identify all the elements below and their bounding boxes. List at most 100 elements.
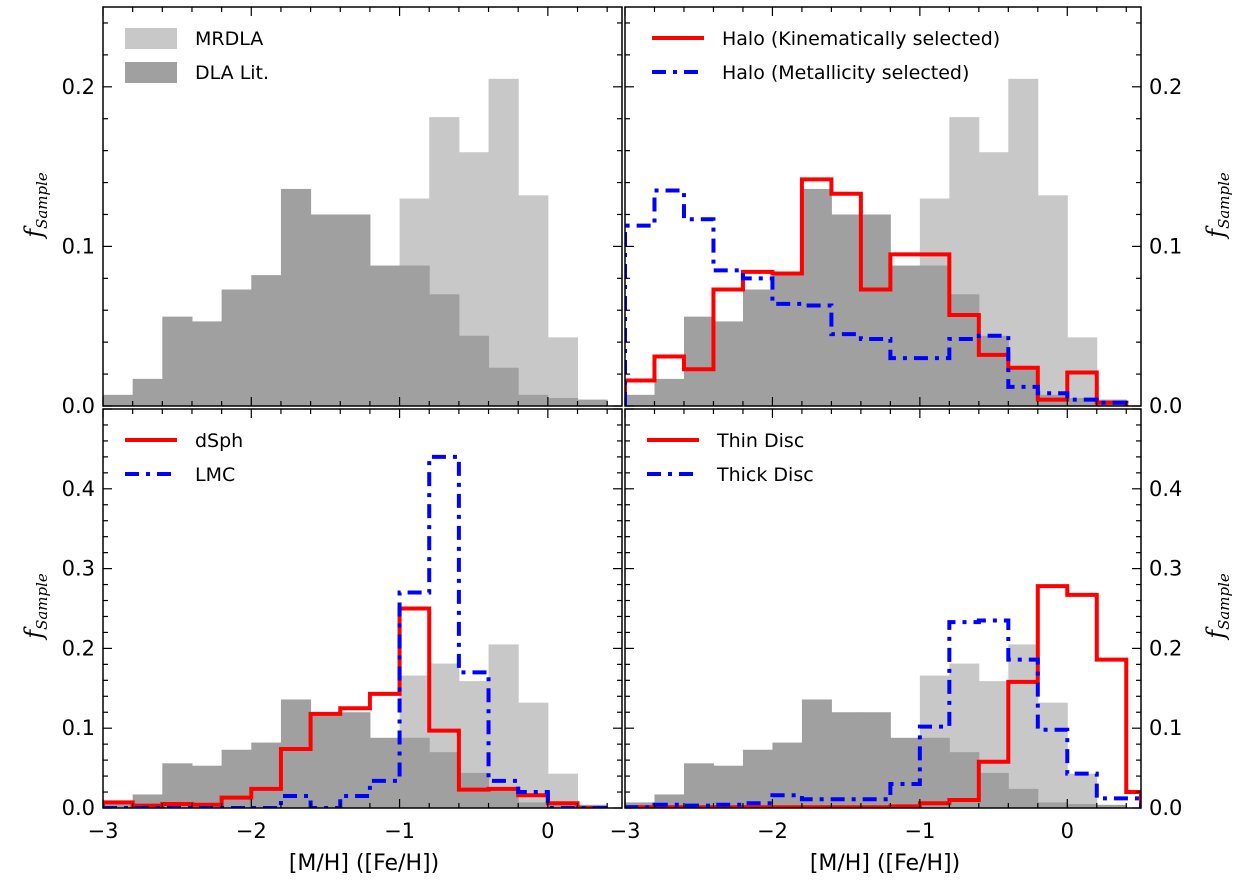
histogram-bar [399,737,430,808]
legend: dSph LMC [125,430,243,486]
histogram-bar [310,712,341,808]
series-line-thick-disc [625,618,1141,808]
legend-swatch [125,28,177,49]
y-axis-label-top-left: fSample [20,172,51,240]
series-dla-lit- [103,188,608,406]
panel-bottom-left: −3 −2 −1 0 0.0 0.1 0.2 0.3 0.4 dSph LMC [62,408,623,843]
histogram-bar [801,699,832,808]
series-dla-lit- [625,188,1127,406]
x-ticks [102,7,608,406]
histogram-bar [978,335,1009,406]
histogram-bar [654,378,685,406]
plot-frame [624,408,1142,809]
svg-text:fSample: fSample [1202,573,1233,641]
plot-frame [102,408,623,809]
x-axis-label-right: [M/H] ([Fe/H]) [810,851,960,876]
y-tick-label: 0.0 [62,796,95,820]
histogram-bar [683,763,714,808]
y-ticks [103,22,622,407]
histogram-bar [831,712,862,808]
legend-swatch [125,62,177,83]
histogram-bar [742,289,773,406]
panel-bottom-right: −3 −2 −1 0 0.0 0.1 0.2 0.3 0.4 Thin Disc Thick Dis… [610,408,1182,843]
y-tick-label: 0.3 [62,557,95,581]
legend-label: Halo (Metallicity selected) [722,62,969,84]
histogram-bar [518,195,549,406]
histogram-bar [1037,195,1068,406]
legend-label: Halo (Kinematically selected) [722,28,1000,50]
plot-frame [624,6,1142,407]
plot-area [625,78,1129,406]
y-axis-label-bottom-right: fSample [1202,573,1233,641]
legend: Thin Disc Thick Disc [647,430,814,486]
histogram-bar [162,763,193,808]
y-tick-label: 0.4 [1149,477,1182,501]
y-tick-label: 0.2 [62,75,95,99]
histogram-bar [625,394,655,406]
histogram-bar [132,378,163,406]
histogram-bar [1096,804,1127,808]
histogram-bar [488,78,519,406]
y-ticks [103,408,622,809]
histogram-bar [1067,773,1098,808]
histogram-bar [1008,644,1039,808]
histogram-bar [280,188,312,406]
histogram-bar [890,265,921,406]
histogram-bar [488,788,519,808]
histogram-bar [518,394,549,406]
x-tick-label: −3 [88,819,119,843]
histogram-bar [801,188,832,406]
y-tick-label: 0.1 [62,716,95,740]
histogram-bar [280,699,312,808]
histogram-bar [1037,802,1068,808]
svg-text:fSample: fSample [1202,172,1233,240]
histogram-bar [251,742,282,808]
histogram-bar [713,321,744,406]
histogram-bar [772,275,803,406]
plot-area [103,454,608,808]
plot-area [625,584,1141,808]
y-ticks [625,22,1141,407]
x-ticks [624,7,1127,406]
histogram-bar [191,321,223,406]
plot-area [103,78,608,406]
y-tick-label: 0.2 [1149,636,1182,660]
histogram-bar [191,765,223,808]
series-line-lmc [103,454,608,808]
histogram-bar [860,214,891,406]
plot-frame [102,6,623,407]
series-line-halo-metallicity-selected- [625,188,1129,406]
legend-label: DLA Lit. [195,62,269,84]
x-tick-label: −2 [236,819,267,843]
y-tick-label: 0.4 [62,477,95,501]
y-tick-label: 0.2 [1149,75,1182,99]
x-axis-label-left: [M/H] ([Fe/H]) [289,851,439,876]
histogram-bar [103,802,134,808]
histogram-bar [1067,398,1098,406]
histogram-bar [369,265,401,406]
histogram-bar [860,712,891,808]
histogram-bar [713,765,744,808]
x-tick-label: −2 [757,819,788,843]
histogram-bar [1008,78,1039,406]
legend-label: LMC [195,464,235,486]
y-tick-label: 0.1 [62,234,95,258]
y-tick-label: 0.0 [62,394,95,418]
legend-label: Thick Disc [716,464,814,486]
legend-label: Thin Disc [716,430,804,452]
histogram-bar [162,316,193,406]
y-tick-label: 0.3 [1149,557,1182,581]
histogram-bar [547,398,579,406]
series-line-thin-disc [625,584,1141,808]
y-tick-label: 0.1 [1149,234,1182,258]
histogram-bar [978,772,1009,808]
histogram-bar [251,275,282,406]
histogram-bar [742,749,773,808]
legend: Halo (Kinematically selected) Halo (Metal… [652,28,1000,84]
x-tick-label: 0 [1061,819,1074,843]
x-ticks [624,409,1127,808]
histogram-bar [1008,788,1039,808]
histogram-bar [221,289,252,406]
histogram-bar [429,294,460,406]
